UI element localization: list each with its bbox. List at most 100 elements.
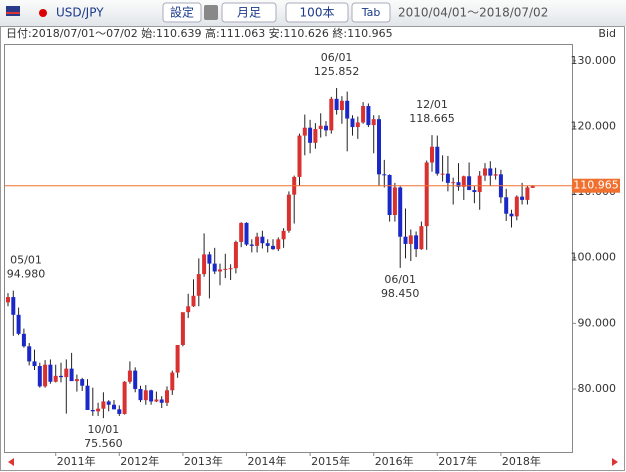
- count-button[interactable]: [285, 2, 349, 23]
- annotation-date: 12/01: [416, 98, 448, 111]
- candle-body: [96, 408, 101, 412]
- candle-body: [329, 98, 334, 131]
- candle-body: [127, 370, 132, 382]
- candle-body: [371, 119, 376, 126]
- candle-body: [339, 100, 344, 110]
- candle-body: [430, 146, 434, 163]
- x-tick-label: 2011年: [57, 454, 96, 468]
- candle-body: [85, 385, 90, 410]
- candle-body: [11, 297, 16, 315]
- candle-body: [165, 390, 169, 403]
- candle-body: [207, 254, 212, 264]
- candle-body: [233, 241, 238, 269]
- candle-body: [276, 239, 281, 250]
- candle-body: [440, 173, 445, 175]
- candle-body: [419, 226, 424, 250]
- info: 日付:2018/07/01～07/02 始:110.639 高:111.063 …: [6, 26, 393, 40]
- candle-body: [43, 364, 48, 387]
- candle-body: [525, 187, 530, 200]
- scroll-right[interactable]: [612, 458, 618, 466]
- candle-body: [488, 168, 493, 176]
- candle-body: [64, 368, 69, 378]
- candle-body: [355, 122, 360, 128]
- candle-body: [27, 346, 32, 362]
- candle-body: [16, 314, 21, 334]
- candle-body: [218, 269, 222, 272]
- annotation-date: 10/01: [88, 423, 120, 436]
- candle-body: [467, 176, 472, 191]
- candle-body: [159, 399, 164, 403]
- y-tick-label: 130.000: [571, 54, 617, 67]
- candle-body: [350, 118, 355, 128]
- settings-label[interactable]: 設定: [170, 5, 194, 20]
- candle-body: [504, 197, 509, 214]
- tab-label[interactable]: Tab: [361, 6, 381, 19]
- candle-body: [472, 190, 477, 193]
- candle-body: [106, 401, 111, 405]
- candle-body: [334, 98, 339, 110]
- candle-body: [435, 146, 440, 174]
- flag: [6, 6, 20, 16]
- annotation-value: 118.665: [409, 112, 455, 125]
- candle-body: [387, 174, 392, 216]
- candle-body: [366, 106, 371, 126]
- plot-area: [4, 44, 573, 453]
- timeframe-label[interactable]: 月足: [237, 6, 261, 20]
- settings-button[interactable]: [162, 2, 202, 23]
- candle-body: [53, 375, 58, 382]
- candle-body: [265, 243, 270, 246]
- count-label[interactable]: 100本: [300, 6, 335, 20]
- x-tick-label: 2014年: [248, 454, 287, 468]
- annotation-value: 94.980: [7, 268, 46, 281]
- candle-body: [271, 245, 275, 250]
- candle-body: [377, 119, 381, 175]
- candle-body: [180, 312, 185, 345]
- pair[interactable]: USD/JPY: [56, 6, 104, 20]
- candle-body: [260, 236, 265, 244]
- candle-body: [122, 381, 127, 414]
- candle-body: [21, 333, 26, 347]
- scroll-left[interactable]: [8, 458, 14, 466]
- tab-button[interactable]: [351, 2, 391, 23]
- candle-body: [191, 295, 196, 307]
- candle-body: [318, 125, 323, 130]
- x-tick-label: 2017年: [438, 454, 477, 468]
- candle-body: [196, 274, 201, 296]
- candle-body: [281, 230, 286, 240]
- candle-body: [48, 364, 53, 382]
- candle-body: [186, 306, 191, 313]
- timeframe-button[interactable]: [221, 2, 277, 23]
- candle-body: [249, 244, 254, 246]
- candle-body: [520, 196, 525, 200]
- candle-body: [445, 173, 450, 183]
- candle-body: [228, 268, 233, 270]
- annotation-date: 06/01: [384, 273, 416, 286]
- x-tick-label: 2012年: [120, 454, 159, 468]
- candle-body: [117, 409, 122, 414]
- candle-body: [361, 106, 366, 123]
- x-tick-label: 2013年: [184, 454, 223, 468]
- date-range: 2010/04/01～2018/07/02: [398, 6, 548, 20]
- candle-body: [398, 187, 403, 237]
- annotation-date: 05/01: [10, 254, 42, 267]
- annotation-value: 75.560: [84, 437, 123, 450]
- annotation-date: 06/01: [321, 51, 353, 64]
- candle-body: [408, 235, 413, 244]
- candle-body: [212, 263, 217, 272]
- candle-body: [90, 409, 95, 412]
- candle-body: [37, 366, 42, 387]
- candle-body: [424, 162, 429, 227]
- candle-body: [101, 401, 106, 409]
- trash-icon[interactable]: [204, 5, 218, 20]
- candle-body: [175, 344, 180, 373]
- candle-body: [223, 268, 228, 270]
- candle-body: [59, 375, 63, 378]
- candle-body: [202, 254, 207, 275]
- candle-body: [149, 390, 154, 402]
- candle-body: [302, 127, 307, 136]
- last-price-box: [572, 178, 620, 193]
- candle-body: [483, 168, 487, 176]
- candle-body: [493, 174, 498, 176]
- candle-body: [345, 100, 350, 119]
